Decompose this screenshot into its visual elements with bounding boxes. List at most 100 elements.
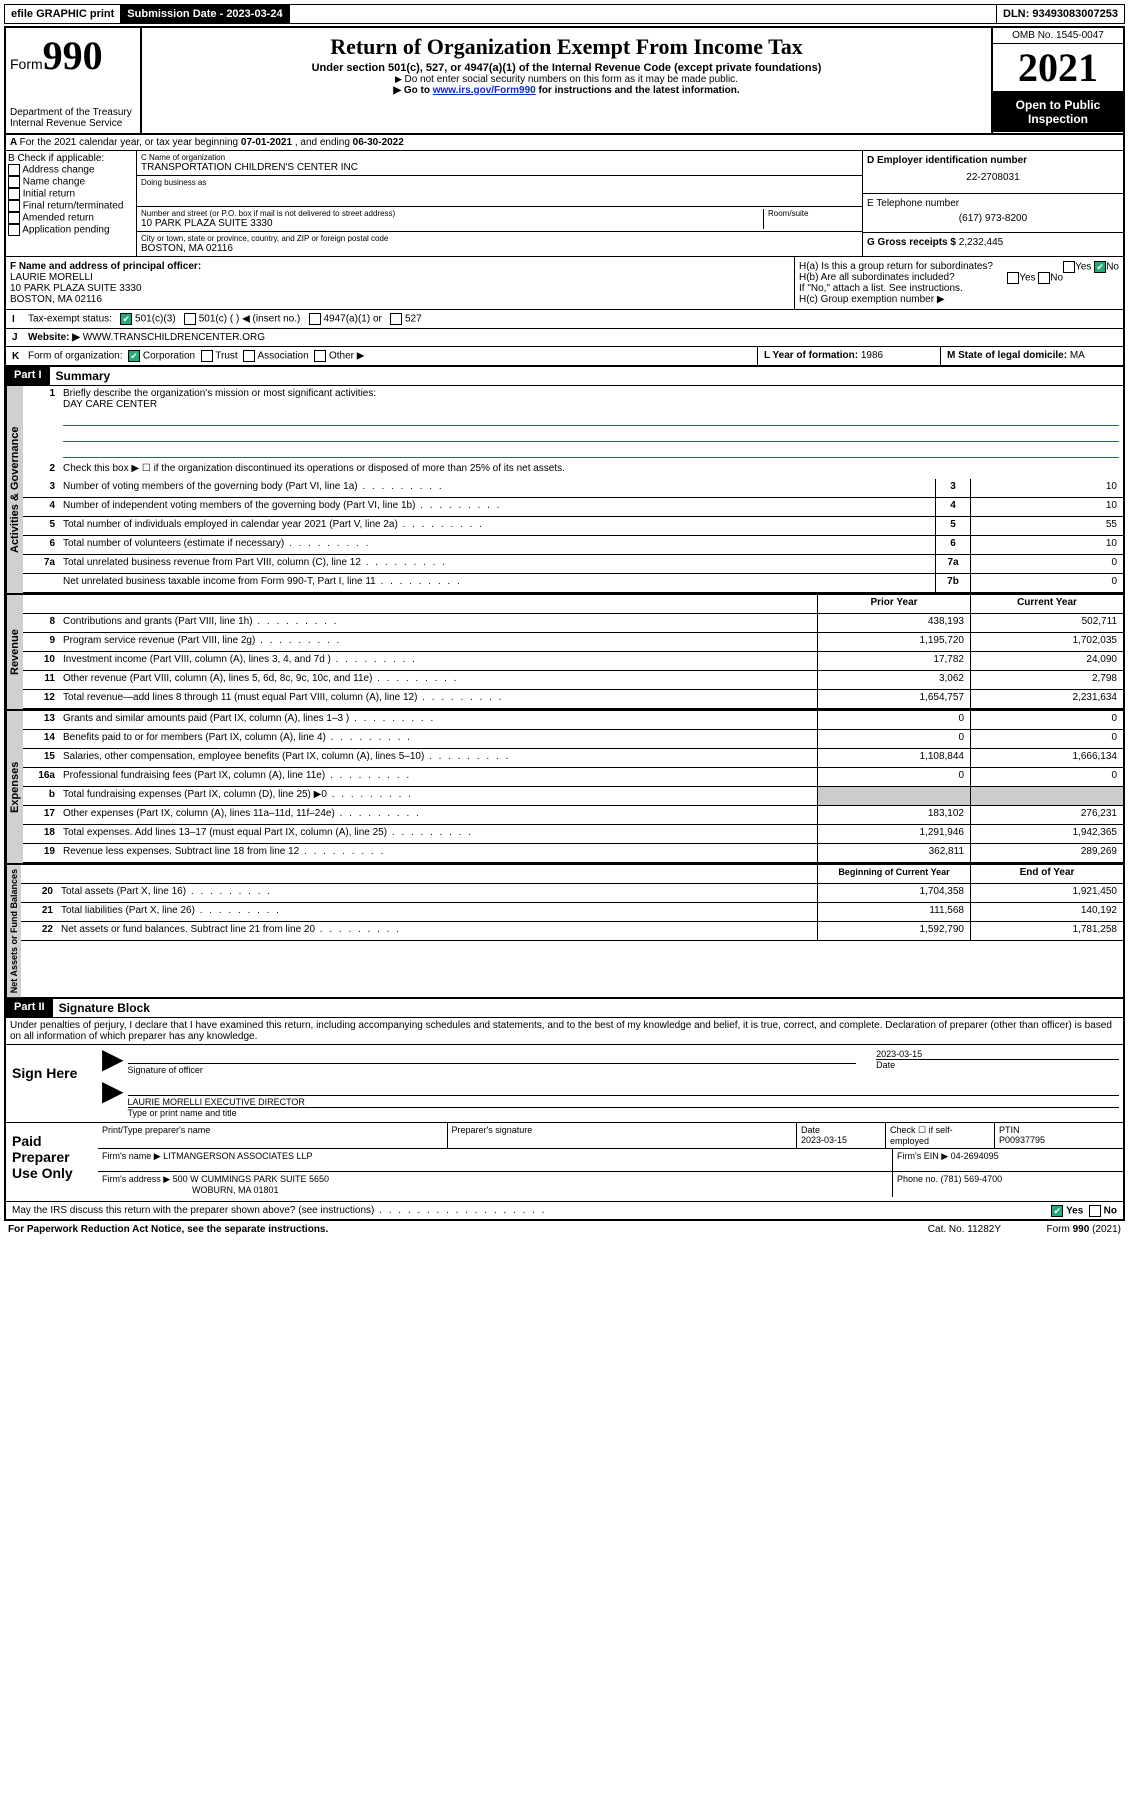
top-bar: efile GRAPHIC print Submission Date - 20… — [4, 4, 1125, 24]
col-current: Current Year — [970, 595, 1123, 613]
line-klm: KForm of organization: ✔ Corporation Tru… — [6, 347, 1123, 367]
chk-final[interactable]: Final return/terminated — [8, 200, 134, 212]
tab-netassets: Net Assets or Fund Balances — [6, 865, 21, 997]
line-l: L Year of formation: 1986 — [757, 347, 940, 365]
dln: DLN: 93493083007253 — [997, 5, 1124, 23]
table-row: 15Salaries, other compensation, employee… — [23, 749, 1123, 768]
footer-form: Form 990 (2021) — [1001, 1224, 1121, 1235]
prep-name: Print/Type preparer's name — [98, 1123, 448, 1149]
box-deg: D Employer identification number 22-2708… — [862, 151, 1123, 256]
section-a: A For the 2021 calendar year, or tax yea… — [6, 135, 1123, 151]
phone-field: E Telephone number (617) 973-8200 — [863, 194, 1123, 233]
paid-preparer-label: Paid Preparer Use Only — [6, 1123, 98, 1201]
chk-name[interactable]: Name change — [8, 176, 134, 188]
table-row: 4Number of independent voting members of… — [23, 498, 1123, 517]
table-row: 20Total assets (Part X, line 16)1,704,35… — [21, 884, 1123, 903]
chk-initial[interactable]: Initial return — [8, 188, 134, 200]
table-row: 13Grants and similar amounts paid (Part … — [23, 711, 1123, 730]
gross-receipts: G Gross receipts $ 2,232,445 — [863, 233, 1123, 252]
table-row: 18Total expenses. Add lines 13–17 (must … — [23, 825, 1123, 844]
table-row: 19Revenue less expenses. Subtract line 1… — [23, 844, 1123, 863]
table-row: 14Benefits paid to or for members (Part … — [23, 730, 1123, 749]
chk-amended[interactable]: Amended return — [8, 212, 134, 224]
table-row: 9Program service revenue (Part VIII, lin… — [23, 633, 1123, 652]
line-j: JWebsite: ▶ WWW.TRANSCHILDRENCENTER.ORG — [6, 329, 1123, 347]
org-name-field: C Name of organization TRANSPORTATION CH… — [137, 151, 862, 176]
chk-assoc[interactable] — [243, 350, 255, 362]
section-fh: F Name and address of principal officer:… — [6, 257, 1123, 310]
footer: For Paperwork Reduction Act Notice, see … — [4, 1221, 1125, 1238]
table-row: 11Other revenue (Part VIII, column (A), … — [23, 671, 1123, 690]
table-row: 21Total liabilities (Part X, line 26)111… — [21, 903, 1123, 922]
q2: Check this box ▶ ☐ if the organization d… — [59, 461, 1123, 479]
chk-527[interactable] — [390, 313, 402, 325]
table-row: 3Number of voting members of the governi… — [23, 479, 1123, 498]
table-row: 17Other expenses (Part IX, column (A), l… — [23, 806, 1123, 825]
firm-ein: Firm's EIN ▶ 04-2694095 — [893, 1149, 1123, 1172]
part2-header: Part II Signature Block — [6, 999, 1123, 1018]
chk-discuss-no[interactable] — [1089, 1205, 1101, 1217]
chk-corp[interactable]: ✔ — [128, 350, 140, 362]
prep-sig: Preparer's signature — [448, 1123, 798, 1149]
form-title: Return of Organization Exempt From Incom… — [150, 34, 983, 60]
chk-other[interactable] — [314, 350, 326, 362]
box-b-label: B Check if applicable: — [8, 153, 134, 164]
header-right: OMB No. 1545-0047 2021 Open to Public In… — [993, 28, 1123, 133]
box-b: B Check if applicable: Address change Na… — [6, 151, 137, 256]
chk-pending[interactable]: Application pending — [8, 224, 134, 236]
paid-preparer-section: Paid Preparer Use Only Print/Type prepar… — [6, 1123, 1123, 1202]
line-i: ITax-exempt status: ✔ 501(c)(3) 501(c) (… — [6, 310, 1123, 329]
ein-field: D Employer identification number 22-2708… — [863, 151, 1123, 194]
declaration: Under penalties of perjury, I declare th… — [6, 1018, 1123, 1045]
tab-governance: Activities & Governance — [6, 386, 23, 593]
table-row: 5Total number of individuals employed in… — [23, 517, 1123, 536]
section-bcdeg: B Check if applicable: Address change Na… — [6, 151, 1123, 257]
sec-revenue: Revenue Prior Year Current Year 8Contrib… — [6, 593, 1123, 709]
header-mid: Return of Organization Exempt From Incom… — [142, 28, 993, 133]
sig-officer[interactable]: Signature of officer — [128, 1063, 857, 1075]
footer-cat: Cat. No. 11282Y — [928, 1224, 1001, 1235]
h-a: H(a) Is this a group return for subordin… — [799, 261, 1119, 272]
box-h: H(a) Is this a group return for subordin… — [795, 257, 1123, 309]
chk-4947[interactable] — [309, 313, 321, 325]
header-left: Form990 Department of the Treasury Inter… — [6, 28, 142, 133]
city-field: City or town, state or province, country… — [137, 232, 862, 256]
note-ssn: Do not enter social security numbers on … — [150, 74, 983, 85]
sig-date-lbl: Date — [876, 1059, 1119, 1070]
table-row: bTotal fundraising expenses (Part IX, co… — [23, 787, 1123, 806]
footer-pra: For Paperwork Reduction Act Notice, see … — [8, 1224, 328, 1235]
ptin: PTINP00937795 — [995, 1123, 1123, 1149]
chk-discuss-yes[interactable]: ✔ — [1051, 1205, 1063, 1217]
table-row: 8Contributions and grants (Part VIII, li… — [23, 614, 1123, 633]
sec-expenses: Expenses 13Grants and similar amounts pa… — [6, 709, 1123, 863]
sec-netassets: Net Assets or Fund Balances Beginning of… — [6, 863, 1123, 999]
prep-date: Date2023-03-15 — [797, 1123, 886, 1149]
form-container: Form990 Department of the Treasury Inter… — [4, 26, 1125, 1221]
col-end: End of Year — [970, 865, 1123, 883]
form-number: Form990 — [10, 32, 136, 79]
chk-501c3[interactable]: ✔ — [120, 313, 132, 325]
open-public: Open to Public Inspection — [993, 92, 1123, 132]
table-row: 7aTotal unrelated business revenue from … — [23, 555, 1123, 574]
chk-address[interactable]: Address change — [8, 164, 134, 176]
dept-treasury: Department of the Treasury — [10, 107, 136, 118]
sig-date-val: 2023-03-15 — [876, 1049, 1119, 1059]
q1: Briefly describe the organization's miss… — [59, 386, 1123, 461]
sig-name: LAURIE MORELLI EXECUTIVE DIRECTOR Type o… — [128, 1095, 1119, 1118]
col-prior: Prior Year — [817, 595, 970, 613]
may-irs-discuss: May the IRS discuss this return with the… — [6, 1202, 1123, 1219]
irs-label: Internal Revenue Service — [10, 118, 136, 129]
address-field: Number and street (or P.O. box if mail i… — [137, 207, 862, 232]
sign-here-label: Sign Here — [6, 1045, 98, 1122]
h-b-note: If "No," attach a list. See instructions… — [799, 283, 1119, 294]
irs-link[interactable]: www.irs.gov/Form990 — [433, 85, 536, 96]
tab-expenses: Expenses — [6, 711, 23, 863]
chk-trust[interactable] — [201, 350, 213, 362]
chk-501c[interactable] — [184, 313, 196, 325]
firm-phone: Phone no. (781) 569-4700 — [893, 1172, 1123, 1197]
sec-governance: Activities & Governance 1 Briefly descri… — [6, 386, 1123, 593]
efile-label: efile GRAPHIC print — [5, 5, 121, 23]
line-k: KForm of organization: ✔ Corporation Tru… — [6, 347, 757, 365]
note-link: ▶ Go to www.irs.gov/Form990 for instruct… — [150, 85, 983, 96]
table-row: 22Net assets or fund balances. Subtract … — [21, 922, 1123, 941]
